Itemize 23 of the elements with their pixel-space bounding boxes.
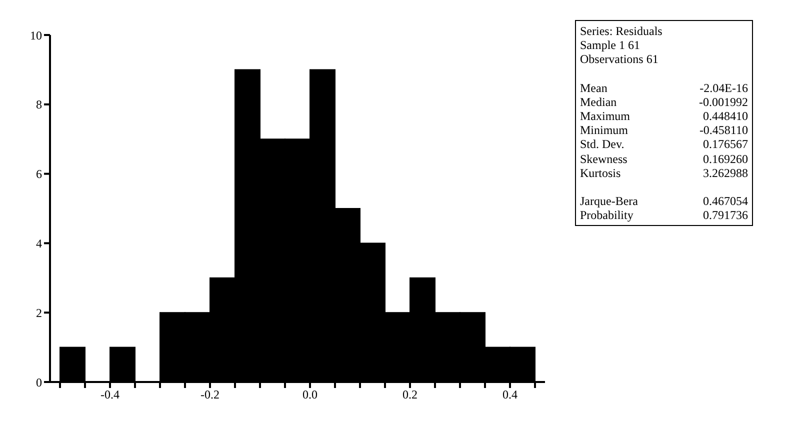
- y-tick-label: 8: [36, 98, 42, 112]
- text: Jarque-Bera 0.467054: [580, 194, 748, 208]
- text: Std. Dev. 0.176567: [580, 137, 748, 152]
- text: Observations 61: [580, 52, 660, 67]
- text: Minimum -0.458110: [580, 123, 748, 138]
- y-tick-label: 10: [30, 28, 42, 42]
- y-tick-label: 4: [36, 236, 42, 250]
- text: Sample 1 61: [580, 38, 641, 52]
- x-tick-label: 0.2: [402, 388, 418, 402]
- x-tick-label: 0.0: [302, 388, 318, 402]
- x-tick-label: -0.2: [200, 388, 220, 402]
- x-tick-label: -0.4: [100, 388, 120, 402]
- x-tick-label: 0.4: [502, 388, 518, 402]
- y-tick-label: 0: [36, 375, 42, 390]
- text: Mean -2.04E-16: [580, 80, 748, 95]
- text: Series: Residuals: [580, 24, 664, 38]
- y-tick-label: 2: [36, 306, 42, 320]
- text: Probability 0.791736: [580, 208, 748, 222]
- text: Kurtosis 3.262988: [580, 166, 748, 180]
- text: Skewness 0.169260: [580, 152, 748, 166]
- y-tick-label: 6: [36, 167, 42, 182]
- text: Maximum 0.448410: [580, 109, 748, 124]
- text: Median -0.001992: [580, 94, 748, 109]
